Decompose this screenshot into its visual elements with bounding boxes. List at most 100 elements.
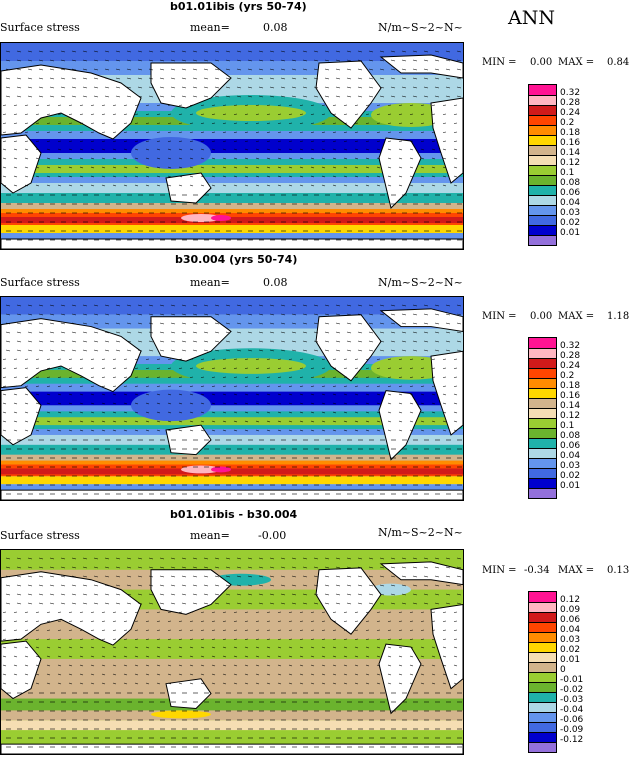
stress-vector: [420, 376, 425, 378]
stress-vector: [170, 50, 176, 53]
stress-vector: [104, 77, 110, 80]
stress-vector: [200, 411, 205, 414]
stress-vector: [288, 393, 293, 396]
stress-vector: [68, 629, 73, 631]
stress-vector: [200, 638, 205, 640]
stress-vector: [453, 131, 458, 133]
stress-vector: [453, 664, 458, 667]
stress-vector: [379, 68, 385, 71]
stress-vector: [68, 393, 73, 396]
stress-vector: [299, 655, 304, 658]
stress-vector: [200, 358, 205, 360]
stress-vector: [343, 611, 348, 613]
stress-vector: [343, 104, 348, 106]
stress-vector: [13, 184, 18, 187]
stress-vector: [236, 59, 242, 62]
stress-vector: [233, 385, 238, 387]
stress-vector: [324, 322, 330, 325]
stress-vector: [148, 593, 154, 596]
stress-vector: [280, 304, 286, 307]
stress-vector: [379, 86, 385, 89]
stress-vector: [409, 638, 414, 640]
stress-vector: [57, 646, 62, 649]
stress-vector: [211, 629, 216, 631]
stress-vector: [288, 184, 293, 187]
stress-vector: [137, 59, 143, 62]
stress-vector: [38, 77, 44, 80]
stress-vector: [313, 50, 319, 53]
stress-vector: [431, 131, 436, 133]
stress-vector: [244, 367, 249, 369]
stress-vector: [71, 50, 77, 53]
stress-vector: [2, 122, 7, 124]
stress-vector: [255, 420, 260, 423]
colorbar-tick-label: 0.24: [560, 108, 581, 118]
stress-vector: [269, 50, 275, 53]
stress-vector: [321, 655, 326, 658]
stress-vector: [137, 322, 143, 325]
stress-vector: [93, 304, 99, 307]
stress-vector: [434, 566, 440, 569]
stress-vector: [280, 95, 286, 98]
stress-vector: [181, 86, 187, 89]
stress-vector: [354, 429, 359, 432]
stress-vector: [409, 673, 414, 676]
stress-vector: [346, 593, 352, 596]
colorbar-tick-label: 0.14: [560, 401, 581, 411]
stress-vector: [46, 420, 51, 423]
stress-vector: [431, 140, 436, 142]
stress-vector: [332, 629, 337, 631]
stress-vector: [57, 402, 62, 405]
stress-vector: [390, 584, 396, 587]
stress-vector: [335, 566, 341, 569]
stress-vector: [420, 122, 425, 124]
stress-vector: [24, 166, 29, 169]
stress-vector: [236, 95, 242, 98]
stress-vector: [93, 322, 99, 325]
stress-vector: [145, 140, 150, 142]
stress-vector: [313, 557, 319, 560]
stress-vector: [453, 420, 458, 423]
stress-vector: [354, 166, 359, 169]
stress-vector: [343, 411, 348, 414]
stress-vector: [280, 59, 286, 62]
land-outline: [430, 603, 463, 690]
stress-vector: [225, 331, 231, 334]
panel1-title: b01.01ibis (yrs 50-74): [170, 0, 307, 13]
panel2-colorbar: [528, 337, 557, 499]
stress-vector: [68, 376, 73, 378]
stress-vector: [189, 682, 194, 685]
stress-band: [1, 454, 463, 463]
stress-vector: [277, 148, 282, 151]
stress-vector: [266, 367, 271, 369]
stress-vector: [423, 340, 429, 343]
stress-vector: [16, 557, 22, 560]
stress-vector: [376, 673, 381, 676]
stress-vector: [137, 313, 143, 316]
stress-vector: [299, 140, 304, 142]
stress-vector: [13, 611, 18, 613]
stress-vector: [247, 313, 253, 316]
stress-vector: [258, 340, 264, 343]
stress-vector: [5, 584, 11, 587]
stress-vector: [200, 140, 205, 142]
stress-vector: [434, 349, 440, 352]
land-outline: [1, 640, 42, 700]
stress-vector: [423, 77, 429, 80]
stress-vector: [258, 602, 264, 605]
stress-vector: [365, 420, 370, 423]
stress-vector: [236, 77, 242, 80]
stress-vector: [387, 385, 392, 387]
stress-vector: [299, 629, 304, 631]
stress-vector: [277, 411, 282, 414]
stress-vector: [431, 367, 436, 369]
stress-vector: [335, 95, 341, 98]
stress-vector: [266, 104, 271, 106]
stress-vector: [192, 68, 198, 71]
stress-vector: [68, 367, 73, 369]
stress-vector: [93, 95, 99, 98]
stress-vector: [387, 682, 392, 685]
stress-vector: [236, 304, 242, 307]
land-outline: [430, 97, 463, 184]
stress-vector: [357, 349, 363, 352]
